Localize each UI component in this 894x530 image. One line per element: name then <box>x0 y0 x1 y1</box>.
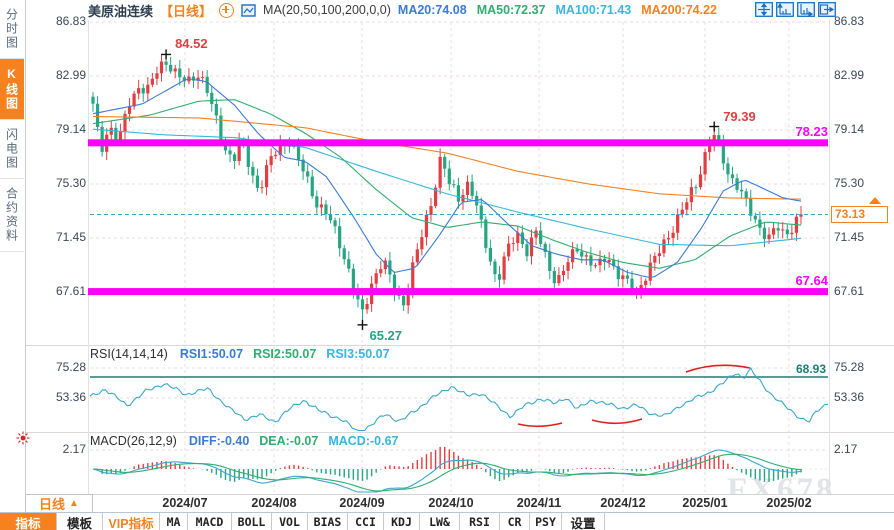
macd-axis-label-right: 2.17 <box>834 442 858 456</box>
toolbar-item-macd[interactable]: MACD <box>188 513 232 530</box>
date-axis-row <box>25 494 894 513</box>
indicator-value: RSI1:50.07 <box>179 347 244 361</box>
y-axis-label-left: 86.83 <box>55 14 86 28</box>
toolbar-item-cci[interactable]: CCI <box>348 513 384 530</box>
extreme-price-annotation: 79.39 <box>723 108 756 124</box>
rsi-formula: RSI(14,14,14) <box>90 347 168 361</box>
sidebar-item-view[interactable]: 闪电图 <box>0 120 24 179</box>
crosshair-icon[interactable] <box>755 2 773 17</box>
period-tag: 【日线】 <box>160 3 213 19</box>
x-axis-date-label: 2024/10 <box>428 496 474 510</box>
add-indicator-icon[interactable] <box>219 2 235 18</box>
toolbar-item-vip指标[interactable]: VIP指标 <box>103 513 160 530</box>
chart-type-sidebar: 分时图 K线图 闪电图 合约资料 <box>0 0 26 494</box>
period-selector-arrow-icon: ▲ <box>69 498 79 509</box>
x-axis-date-label: 2024/08 <box>251 496 297 510</box>
y-axis-label-right: 75.30 <box>834 175 865 190</box>
y-axis-label-left: 75.30 <box>55 175 86 190</box>
y-axis-label-right: 67.61 <box>834 284 865 298</box>
x-axis-date-label: 2025/01 <box>682 496 728 510</box>
chart-window-icons <box>755 2 836 17</box>
indicator-value: DEA:-0.07 <box>259 434 319 448</box>
indicator-value: MA100:71.43 <box>555 3 632 17</box>
indicator-value: RSI3:50.07 <box>326 347 390 361</box>
x-axis-date-label: 2024/09 <box>339 496 385 510</box>
y-axis-label-left: 67.61 <box>55 284 86 298</box>
toolbar-item-bias[interactable]: BIAS <box>308 513 348 530</box>
y-axis-label-right: 86.83 <box>834 14 865 28</box>
extreme-price-annotation: 84.52 <box>175 36 208 52</box>
macd-panel-header: MACD(26,12,9) DIFF:-0.40 DEA:-0.07 MACD:-0… <box>90 434 408 448</box>
current-price-badge: 73.13 <box>831 206 888 224</box>
toolbar-item-psy[interactable]: PSY <box>530 513 562 530</box>
toolbar-item-vol[interactable]: VOL <box>272 513 308 530</box>
rsi-axis-label-left: 75.28 <box>55 360 86 374</box>
toolbar-item-kdj[interactable]: KDJ <box>384 513 420 530</box>
sidebar-item-view[interactable]: 合约资料 <box>0 179 24 252</box>
sidebar-item-view[interactable]: 分时图 <box>0 0 24 59</box>
rsi-axis-label-left: 53.36 <box>55 390 86 404</box>
ma-formula: MA(20,50,100,200,0,0) <box>263 3 391 17</box>
indicator-value: RSI2:50.07 <box>253 347 317 361</box>
level-price-label: 78.23 <box>795 123 828 139</box>
price-chart-canvas[interactable] <box>0 0 894 512</box>
y-axis-label-left: 71.45 <box>55 230 86 245</box>
macd-axis-label-left: 2.17 <box>62 442 86 456</box>
indicator-toolbar: 指标 模板 VIP指标 MA MACD BOLL VOL BIAS CCI KDJ LW& RSI CR… <box>0 512 894 530</box>
y-axis-label-left: 79.14 <box>55 122 86 137</box>
rsi-panel-header: RSI(14,14,14) RSI1:50.07 RSI2:50.07 RSI3:5… <box>90 347 400 361</box>
toolbar-item-ma[interactable]: MA <box>160 513 188 530</box>
macd-formula: MACD(26,12,9) <box>90 434 177 448</box>
toolbar-item-指标[interactable]: 指标 <box>0 513 57 530</box>
scale-y-axis-icon[interactable] <box>776 2 794 17</box>
y-axis-label-right: 82.99 <box>834 67 865 82</box>
chart-header: 美原油连续 【日线】 MA(20,50,100,200,0,0) MA20:74… <box>88 1 727 19</box>
toolbar-item-cr[interactable]: CR <box>500 513 530 530</box>
indicator-value: MA50:72.37 <box>476 3 546 17</box>
y-axis-label-left: 82.99 <box>55 67 86 82</box>
sidebar-item-kline-active[interactable]: K线图 <box>0 59 24 120</box>
period-selector-label: 日线 <box>39 497 66 512</box>
toolbar-item-设置[interactable]: 设置 <box>562 513 605 530</box>
y-axis-label-right: 79.14 <box>834 122 865 137</box>
toolbar-item-rsi[interactable]: RSI <box>460 513 500 530</box>
export-chart-icon[interactable] <box>818 2 836 17</box>
alert-icon[interactable] <box>16 431 30 445</box>
level-price-label: 67.64 <box>795 272 828 288</box>
indicator-value: DIFF:-0.40 <box>188 434 250 448</box>
rsi-threshold-label: 68.93 <box>795 362 826 376</box>
toolbar-item-模板[interactable]: 模板 <box>57 513 103 530</box>
x-axis-date-label: 2025/02 <box>766 496 812 510</box>
ma-values: MA20:74.08 MA50:72.37 MA100:71.43 MA200:74.… <box>398 3 727 17</box>
toolbar-item-boll[interactable]: BOLL <box>232 513 272 530</box>
chart-type-icon[interactable] <box>241 3 256 17</box>
toolbar-item-lw&[interactable]: LW& <box>420 513 460 530</box>
y-axis-label-right: 71.45 <box>834 230 865 245</box>
indicator-value: MA200:74.22 <box>641 3 717 17</box>
price-up-arrow-icon <box>869 197 881 205</box>
indicator-value: MA20:74.08 <box>397 3 467 17</box>
rsi-axis-label-right: 75.28 <box>834 360 865 374</box>
x-axis-date-label: 2024/11 <box>516 496 562 510</box>
scale-x-axis-icon[interactable] <box>797 2 815 17</box>
x-axis-date-label: 2024/12 <box>600 496 646 510</box>
extreme-price-annotation: 65.27 <box>369 327 403 343</box>
instrument-title: 美原油连续 <box>88 3 154 19</box>
rsi-axis-label-right: 53.36 <box>834 390 865 404</box>
indicator-value: MACD:-0.67 <box>328 434 399 448</box>
x-axis-date-label: 2024/07 <box>162 496 208 510</box>
